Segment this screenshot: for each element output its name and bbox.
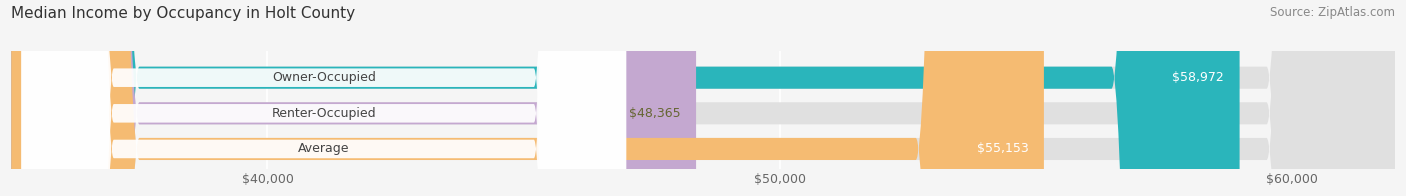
Text: Average: Average	[298, 142, 350, 155]
FancyBboxPatch shape	[21, 0, 626, 196]
Text: Median Income by Occupancy in Holt County: Median Income by Occupancy in Holt Count…	[11, 6, 356, 21]
FancyBboxPatch shape	[21, 0, 626, 196]
Text: Owner-Occupied: Owner-Occupied	[271, 71, 375, 84]
FancyBboxPatch shape	[11, 0, 1043, 196]
FancyBboxPatch shape	[11, 0, 1395, 196]
FancyBboxPatch shape	[11, 0, 696, 196]
Text: $48,365: $48,365	[628, 107, 681, 120]
Text: Source: ZipAtlas.com: Source: ZipAtlas.com	[1270, 6, 1395, 19]
FancyBboxPatch shape	[21, 0, 626, 196]
FancyBboxPatch shape	[11, 0, 1395, 196]
FancyBboxPatch shape	[11, 0, 1395, 196]
Text: $55,153: $55,153	[977, 142, 1029, 155]
Text: Renter-Occupied: Renter-Occupied	[271, 107, 377, 120]
Text: $58,972: $58,972	[1173, 71, 1225, 84]
FancyBboxPatch shape	[11, 0, 1240, 196]
